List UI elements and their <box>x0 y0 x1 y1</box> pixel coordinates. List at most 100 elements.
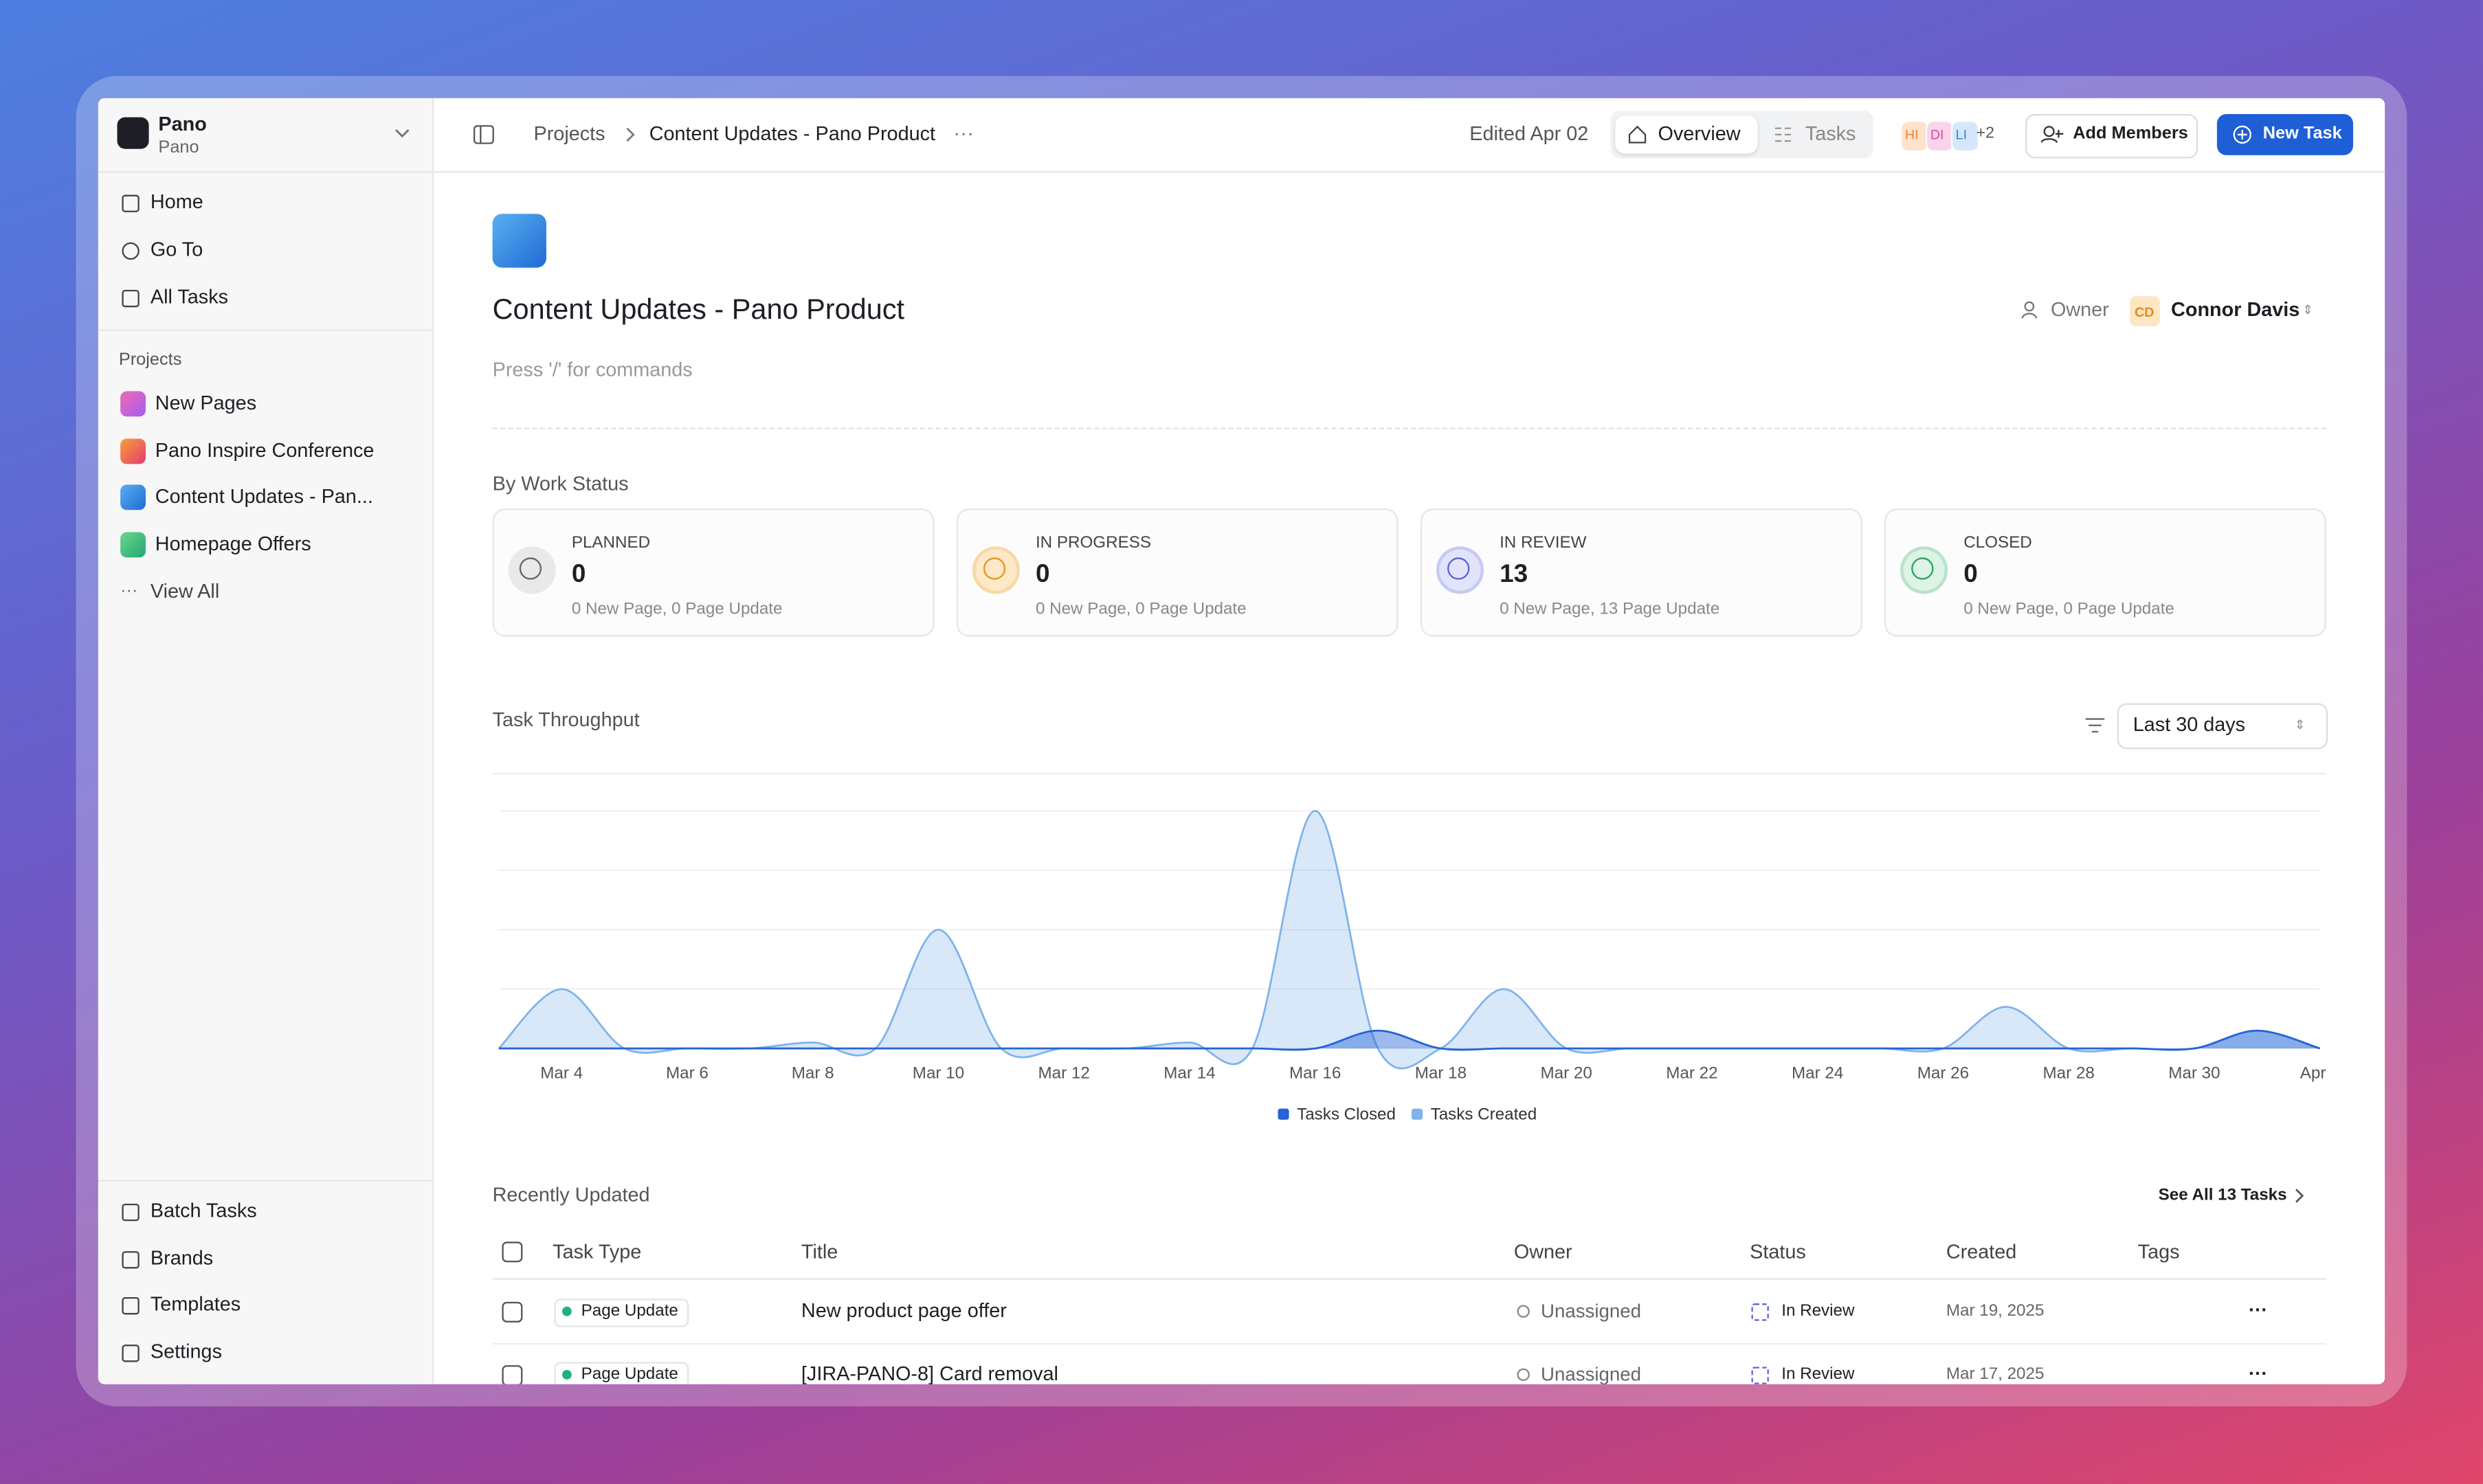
column-header[interactable]: Tags <box>2137 1241 2180 1263</box>
tab[interactable]: Overview <box>1658 122 1741 145</box>
member-initials: DI <box>1930 126 1944 143</box>
project-item[interactable]: Homepage Offers <box>155 532 311 556</box>
status-detail: 0 New Page, 0 Page Update <box>571 599 783 619</box>
tab-active[interactable] <box>1615 115 1758 154</box>
area-fill <box>498 1031 2320 1050</box>
tasks-icon <box>1775 127 1792 142</box>
owner-icon <box>1517 1305 1530 1318</box>
member-initials: LI <box>1955 126 1968 143</box>
task-type: Page Update <box>581 1301 678 1320</box>
workspace-chevron[interactable] <box>392 126 412 139</box>
task-owner[interactable]: Unassigned <box>1540 1300 1642 1323</box>
range-select[interactable] <box>2117 703 2328 750</box>
owner-name[interactable]: Connor Davis <box>2171 298 2300 321</box>
x-tick-label: Mar 18 <box>1415 1064 1467 1082</box>
sidebar-toggle[interactable] <box>473 125 494 144</box>
task-owner[interactable]: Unassigned <box>1540 1363 1642 1384</box>
nav-item[interactable]: Home <box>150 190 203 214</box>
filter-icon[interactable] <box>2085 717 2105 733</box>
task-status[interactable]: In Review <box>1781 1301 1855 1320</box>
project-icon <box>120 391 146 417</box>
project-icon <box>120 485 146 511</box>
section-title: By Work Status <box>492 473 629 495</box>
projects-label: Projects <box>118 350 182 370</box>
status-count: 0 <box>571 561 586 589</box>
project-title: Content Updates - Pano Product <box>492 293 905 326</box>
see-all-link[interactable]: See All 13 Tasks <box>2158 1185 2287 1205</box>
view-all[interactable]: View All <box>150 580 220 603</box>
type-dot <box>561 1306 572 1316</box>
status-count: 13 <box>1500 561 1528 589</box>
nav-item[interactable]: Brands <box>150 1246 214 1269</box>
nav-icon <box>122 1250 140 1268</box>
nav-item[interactable]: Templates <box>150 1294 241 1316</box>
project-item[interactable]: New Pages <box>155 392 257 414</box>
status-detail: 0 New Page, 0 Page Update <box>1963 599 2174 619</box>
workspace-sub: Pano <box>158 138 199 158</box>
nav-icon <box>122 289 140 308</box>
more-menu[interactable]: ··· <box>953 120 975 145</box>
owner-initials: CD <box>2135 304 2154 320</box>
nav-item[interactable]: All Tasks <box>150 286 229 308</box>
add-members-label[interactable]: Add Members <box>2073 124 2188 144</box>
owner-label: Owner <box>2050 298 2109 321</box>
nav-item[interactable]: Go To <box>150 238 203 261</box>
task-status[interactable]: In Review <box>1781 1364 1855 1384</box>
task-title[interactable]: [JIRA-PANO-8] Card removal <box>801 1362 1058 1384</box>
x-tick-label: Mar 20 <box>1541 1064 1592 1082</box>
member-initials: HI <box>1904 126 1919 143</box>
see-all-chevron[interactable] <box>2293 1188 2305 1204</box>
command-placeholder[interactable]: Press '/' for commands <box>492 359 693 381</box>
owner-avatar <box>2130 296 2160 326</box>
x-tick-label: Mar 14 <box>1163 1064 1215 1082</box>
column-header[interactable]: Created <box>1946 1241 2017 1263</box>
project-item[interactable]: Content Updates - Pan... <box>155 486 373 508</box>
column-header[interactable]: Task Type <box>553 1241 642 1263</box>
x-tick-label: Mar 8 <box>792 1064 834 1082</box>
legend-swatch <box>1411 1108 1423 1120</box>
status-card[interactable] <box>492 508 935 637</box>
column-header[interactable]: Status <box>1750 1241 1806 1263</box>
row-menu[interactable]: ··· <box>2248 1362 2268 1384</box>
breadcrumb-link[interactable]: Projects <box>533 122 605 145</box>
member-more[interactable]: +2 <box>1976 125 1994 143</box>
range-caret: ⇕ <box>2294 717 2306 732</box>
app-window: Pano Pano Projects Home Go To All Tasks New… <box>98 98 2385 1384</box>
nav-item[interactable]: Batch Tasks <box>150 1200 257 1222</box>
status-card[interactable] <box>956 508 1399 637</box>
column-header[interactable]: Owner <box>1513 1241 1572 1263</box>
nav-icon <box>122 242 140 260</box>
range-label[interactable]: Last 30 days <box>2133 713 2246 736</box>
status-card[interactable] <box>1884 508 2326 637</box>
project-icon <box>492 214 546 268</box>
workspace-name[interactable]: Pano <box>158 113 207 136</box>
workspace-logo <box>117 117 149 149</box>
task-title[interactable]: New product page offer <box>801 1299 1007 1322</box>
checkbox[interactable] <box>502 1301 523 1323</box>
status-card[interactable] <box>1420 508 1862 637</box>
column-header[interactable]: Title <box>801 1241 838 1263</box>
throughput-chart: Mar 4 Mar 6 Mar 8 Mar 10 Mar 12 Mar 14 Mar 16 M… <box>498 809 2329 1123</box>
status-icon <box>972 546 1020 594</box>
tab[interactable]: Tasks <box>1805 122 1856 145</box>
nav-icon <box>122 1345 140 1362</box>
line-1 <box>498 809 2321 1070</box>
x-tick-label: Mar 10 <box>913 1064 964 1082</box>
project-item[interactable]: Pano Inspire Conference <box>155 438 375 462</box>
add-members-button[interactable] <box>2025 113 2198 159</box>
x-tick-label: Mar 28 <box>2043 1064 2095 1082</box>
new-task-label[interactable]: New Task <box>2262 124 2342 144</box>
header-divider <box>432 170 2385 173</box>
breadcrumb-sep <box>626 127 635 142</box>
member-avatar <box>1950 120 1980 153</box>
row-divider <box>492 1342 2326 1345</box>
nav-item[interactable]: Settings <box>150 1340 222 1363</box>
row-menu[interactable]: ··· <box>2248 1298 2268 1321</box>
x-tick-label: Mar 16 <box>1289 1064 1341 1082</box>
checkbox[interactable] <box>502 1241 523 1263</box>
divider <box>98 1180 433 1182</box>
dashed-divider <box>492 427 2326 429</box>
owner-select[interactable]: ⇕ <box>2302 302 2313 317</box>
checkbox[interactable] <box>502 1365 523 1384</box>
type-pill <box>554 1362 689 1384</box>
